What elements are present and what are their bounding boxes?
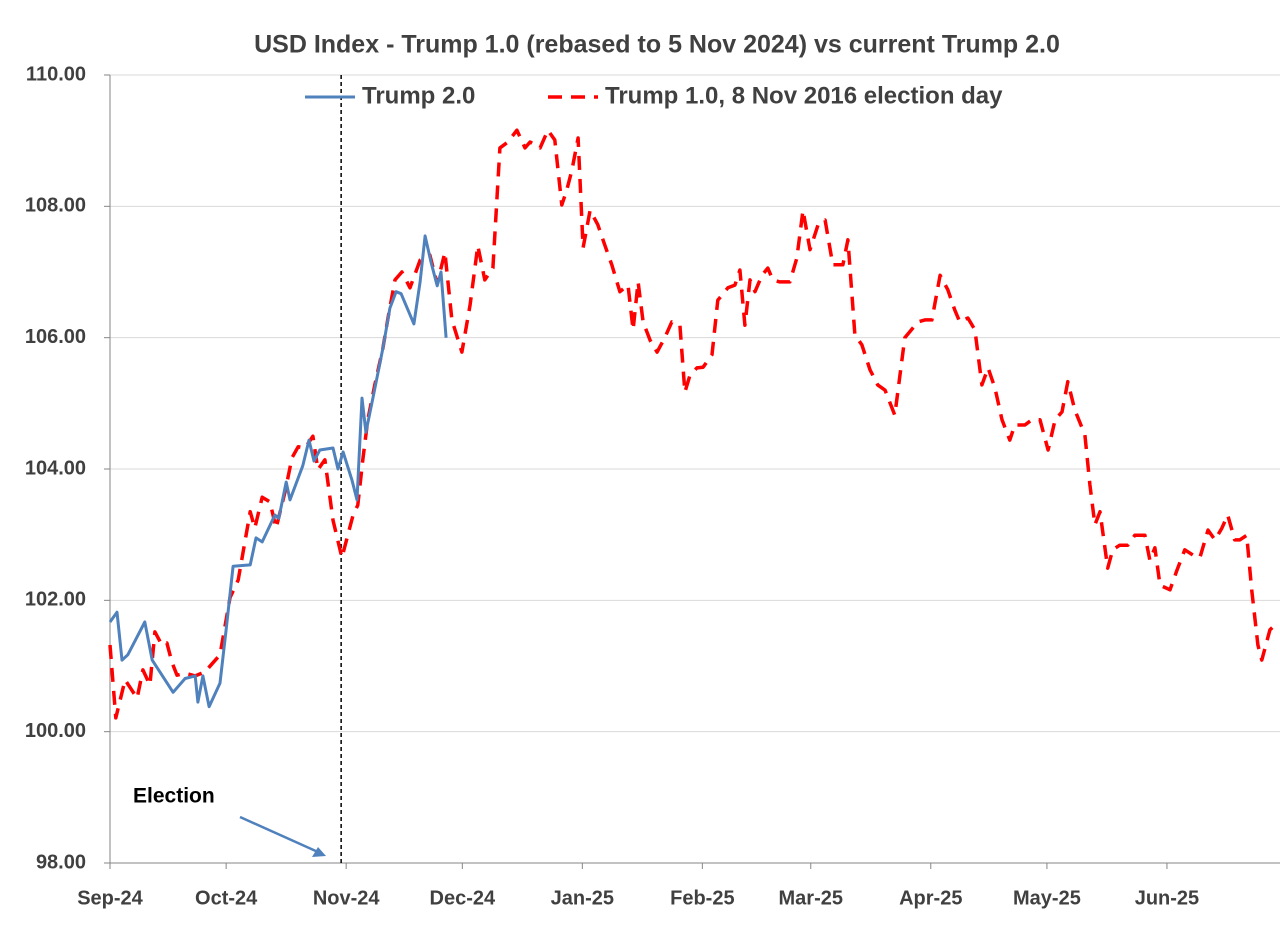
x-tick-label: Apr-25 — [899, 887, 962, 909]
x-tick-label: Oct-24 — [195, 887, 258, 909]
y-tick-label: 106.00 — [25, 326, 86, 348]
series-line — [108, 234, 448, 709]
x-tick-label: Jun-25 — [1135, 887, 1199, 909]
y-tick-label: 98.00 — [36, 851, 86, 873]
annotation-arrow — [239, 815, 319, 854]
y-tick-label: 104.00 — [25, 457, 86, 479]
x-tick-label: May-25 — [1013, 887, 1081, 909]
x-tick-label: Nov-24 — [313, 887, 381, 909]
series-line — [108, 128, 1280, 720]
annotation: Election — [133, 785, 215, 808]
x-tick-label: Sep-24 — [77, 887, 143, 909]
legend-label: Trump 2.0 — [362, 82, 475, 109]
legend-label: Trump 1.0, 8 Nov 2016 election day — [605, 82, 1003, 109]
y-tick-label: 108.00 — [25, 195, 86, 217]
arrow-head — [312, 847, 326, 857]
y-tick-label: 110.00 — [26, 63, 86, 85]
y-tick-label: 102.00 — [25, 589, 86, 611]
y-tick-label: 100.00 — [25, 720, 86, 742]
x-tick-label: Feb-25 — [670, 887, 734, 909]
x-tick-label: Dec-24 — [430, 887, 496, 909]
x-tick-label: Mar-25 — [779, 887, 843, 909]
x-tick-label: Jan-25 — [551, 887, 614, 909]
chart-title: USD Index - Trump 1.0 (rebased to 5 Nov … — [254, 31, 1060, 59]
